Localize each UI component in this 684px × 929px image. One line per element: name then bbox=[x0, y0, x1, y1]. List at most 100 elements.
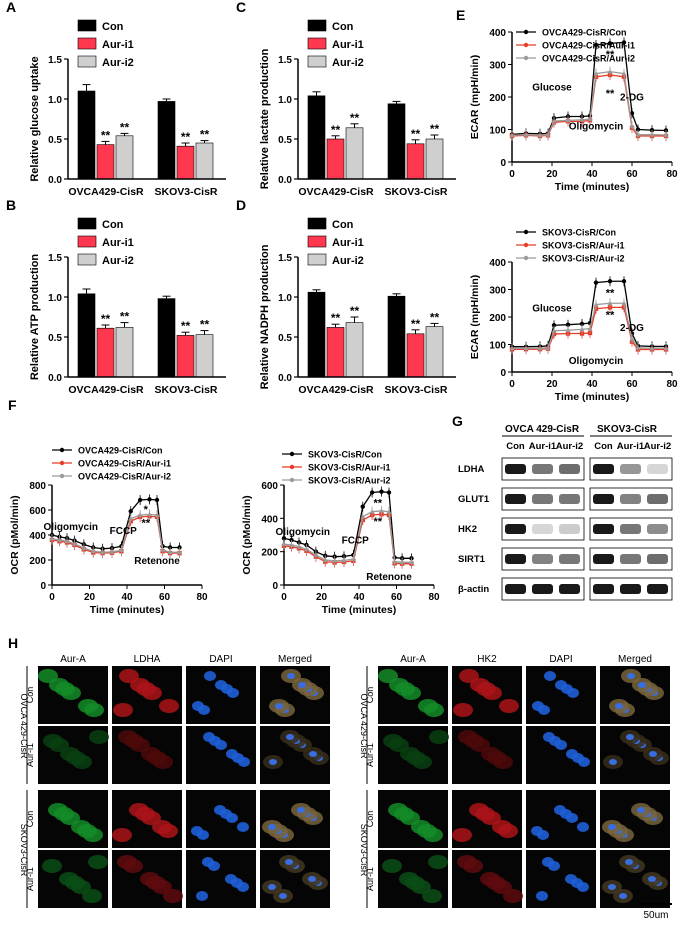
legend-swatch bbox=[307, 217, 327, 230]
panel-letter: D bbox=[236, 197, 246, 213]
panel-letter-G: G bbox=[452, 413, 463, 429]
micro-tile bbox=[186, 850, 256, 908]
cell bbox=[130, 678, 150, 692]
data-point bbox=[663, 132, 669, 137]
blot-band bbox=[532, 494, 553, 504]
cell bbox=[469, 803, 489, 817]
bar bbox=[115, 135, 134, 180]
cell bbox=[163, 889, 183, 903]
data-point bbox=[509, 132, 515, 138]
series-line bbox=[283, 510, 412, 563]
data-point bbox=[289, 542, 294, 547]
x-axis-label: Time (minutes) bbox=[90, 604, 164, 616]
x-group-label: OVCA429-CisR bbox=[298, 186, 374, 198]
nucleus bbox=[637, 807, 645, 813]
data-point bbox=[565, 117, 571, 123]
legend-label: Con bbox=[102, 219, 124, 231]
bar bbox=[307, 291, 326, 378]
legend-marker bbox=[59, 460, 65, 466]
data-point bbox=[154, 512, 160, 517]
legend-marker bbox=[289, 464, 295, 470]
y-axis-label: OCR (pMol/min) bbox=[9, 495, 21, 574]
significance-mark: ** bbox=[200, 318, 210, 332]
blot-band bbox=[559, 464, 580, 474]
cell bbox=[89, 730, 109, 744]
blot-band bbox=[532, 464, 553, 474]
legend-marker bbox=[523, 229, 529, 235]
bar bbox=[307, 95, 326, 180]
series-line bbox=[51, 513, 180, 553]
treatment-annotation: Retenone bbox=[134, 556, 180, 567]
cell bbox=[481, 747, 501, 761]
data-point bbox=[341, 557, 347, 563]
significance-mark: ** bbox=[430, 122, 440, 136]
data-point bbox=[579, 326, 585, 332]
data-point bbox=[100, 549, 106, 555]
data-point bbox=[147, 497, 152, 502]
data-point bbox=[350, 556, 356, 561]
data-point bbox=[137, 512, 143, 517]
bar-chart-D: D Relative NADPH production 0.0 0.5 1.0 1.5 Co… bbox=[236, 197, 456, 396]
nucleus bbox=[626, 734, 634, 740]
significance-mark: * bbox=[144, 504, 149, 516]
cell bbox=[59, 872, 79, 886]
bar bbox=[157, 298, 176, 378]
micro-row-label: Aur-i1 bbox=[365, 867, 375, 891]
data-point bbox=[635, 345, 641, 350]
significance-mark: ** bbox=[101, 312, 111, 326]
data-point bbox=[545, 345, 551, 350]
data-point bbox=[386, 509, 392, 514]
treatment-annotation: 2-DG bbox=[620, 92, 644, 103]
line-chart-E-top: 0 20 40 60 80 0 100 200 300 400 Time (minutes) ECAR… bbox=[469, 28, 678, 194]
nucleus bbox=[544, 671, 556, 681]
nucleus bbox=[214, 805, 226, 815]
data-point bbox=[281, 541, 287, 546]
lane-label: Aur-i2 bbox=[556, 441, 583, 452]
significance-mark: ** bbox=[181, 130, 191, 144]
nucleus bbox=[237, 822, 249, 832]
y-tick-label: 0 bbox=[40, 581, 46, 592]
legend-swatch bbox=[77, 235, 97, 248]
x-group-label: OVCA429-CisR bbox=[68, 384, 144, 396]
data-point bbox=[304, 546, 309, 551]
panel-letter: A bbox=[6, 0, 16, 15]
blot-band bbox=[593, 524, 614, 534]
y-tick-label: 300 bbox=[489, 61, 506, 72]
x-axis-label: Time (minutes) bbox=[555, 391, 629, 403]
cell bbox=[88, 855, 108, 869]
nucleus bbox=[275, 703, 283, 709]
blot-header: OVCA 429-CisR bbox=[505, 424, 580, 435]
bar bbox=[176, 335, 195, 378]
blot-band bbox=[593, 464, 614, 474]
blot-band bbox=[620, 494, 641, 504]
y-tick-label: 1.0 bbox=[48, 293, 62, 304]
x-tick-label: 40 bbox=[586, 169, 598, 180]
significance-mark: ** bbox=[373, 498, 382, 510]
cell bbox=[382, 859, 402, 873]
micro-row-label: Con bbox=[25, 687, 35, 704]
data-point bbox=[587, 325, 593, 331]
nucleus bbox=[625, 859, 633, 865]
y-tick-label: 0.5 bbox=[278, 333, 292, 344]
legend-marker bbox=[523, 55, 529, 61]
data-point bbox=[64, 538, 70, 544]
legend-label: Aur-i2 bbox=[102, 255, 134, 267]
data-point bbox=[281, 536, 287, 541]
y-tick-label: 600 bbox=[261, 481, 278, 492]
data-point bbox=[90, 548, 96, 554]
line-chart-E-bottom: 0 20 40 60 80 0 100 200 300 400 Time (minutes) ECAR… bbox=[469, 228, 678, 404]
data-point bbox=[379, 489, 384, 494]
legend-swatch bbox=[307, 253, 327, 266]
treatment-annotation: Oligomycin bbox=[276, 527, 330, 538]
data-point bbox=[160, 547, 166, 552]
nucleus bbox=[202, 857, 214, 867]
treatment-annotation: Glucose bbox=[532, 304, 572, 315]
micro-col-header: Aur-A bbox=[400, 654, 426, 665]
blot-band bbox=[532, 584, 553, 594]
nucleus bbox=[203, 732, 215, 742]
nucleus bbox=[543, 732, 555, 742]
y-tick-label: 100 bbox=[489, 126, 506, 137]
lane-label: Aur-i2 bbox=[644, 441, 671, 452]
